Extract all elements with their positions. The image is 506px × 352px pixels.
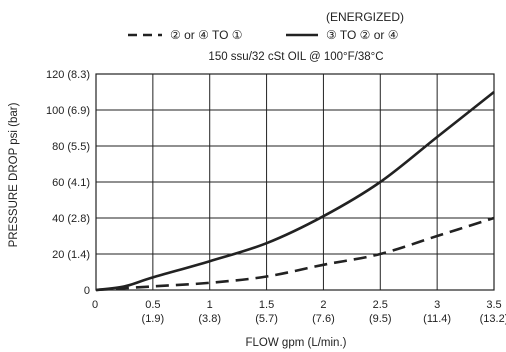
y-axis-ticks: 0 20 (1.4) 40 (2.8) 60 (4.1) 80 (5.5) 100 (6.… (46, 69, 90, 297)
legend: ② or ④ TO ① (ENERGIZED) ③ TO ② or ④ (128, 10, 404, 42)
y-tick-label: 20 (1.4) (52, 249, 90, 261)
y-tick-label: 60 (4.1) (52, 177, 90, 189)
plot-frame (95, 73, 495, 291)
grid (96, 74, 494, 290)
y-axis-label: PRESSURE DROP psi (bar) (8, 102, 20, 247)
series-line-dashed (95, 216, 495, 292)
y-tick-label: 80 (5.5) (52, 141, 90, 153)
series-line-solid (95, 90, 495, 292)
x-tick-label: 0.5 (145, 299, 160, 311)
legend-label-dashed: ② or ④ TO ① (170, 28, 243, 42)
x-tick-label: 1.5 (259, 299, 274, 311)
x-tick-sublabel: (9.5) (369, 313, 392, 325)
x-tick-label: 3.5 (486, 299, 501, 311)
x-axis-label: FLOW gpm (L/min.) (246, 337, 347, 349)
x-tick-label: 2.5 (373, 299, 388, 311)
legend-label-solid: ③ TO ② or ④ (326, 28, 399, 42)
x-tick-label: 0 (92, 299, 98, 311)
x-tick-sublabel: (13.2) (480, 313, 506, 325)
legend-note-energized: (ENERGIZED) (326, 10, 404, 24)
x-tick-label: 3 (434, 299, 440, 311)
x-tick-sublabel: (11.4) (423, 313, 451, 325)
y-tick-label: 100 (6.9) (46, 105, 90, 117)
y-tick-label: 40 (2.8) (52, 213, 90, 225)
series-lines (95, 90, 495, 292)
y-tick-label: 0 (84, 285, 90, 297)
x-tick-label: 2 (320, 299, 326, 311)
x-tick-sublabel: (3.8) (198, 313, 221, 325)
x-tick-sublabel: (1.9) (142, 313, 165, 325)
chart-title: 150 ssu/32 cSt OIL @ 100°F/38°C (208, 51, 383, 63)
x-tick-sublabel: (5.7) (255, 313, 278, 325)
y-tick-label: 120 (8.3) (46, 69, 90, 81)
x-axis-ticks: 0 0.5 (1.9) 1 (3.8) 1.5 (5.7) 2 (7.6) 2.5 (9.5) 3 (1… (92, 299, 506, 325)
x-tick-label: 1 (207, 299, 213, 311)
x-tick-sublabel: (7.6) (312, 313, 335, 325)
